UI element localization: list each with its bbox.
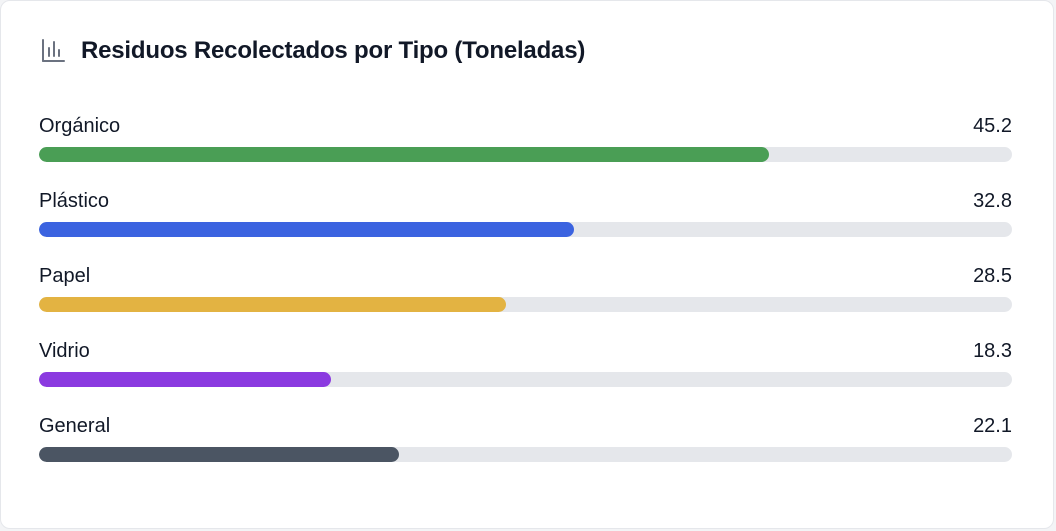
bar-fill <box>39 222 575 237</box>
category-label: Papel <box>39 265 91 287</box>
chart-title: Residuos Recolectados por Tipo (Tonelada… <box>81 37 586 64</box>
bar-row-header: Papel 28.5 <box>39 263 1012 291</box>
bar-track <box>39 372 1012 387</box>
bar-track <box>39 222 1012 237</box>
bar-row-header: General 22.1 <box>39 413 1012 441</box>
bar-track <box>39 297 1012 312</box>
card-header: Residuos Recolectados por Tipo (Tonelada… <box>39 37 585 65</box>
value-label: 22.1 <box>973 415 1012 437</box>
bar-fill <box>39 147 769 162</box>
category-label: Orgánico <box>39 115 121 137</box>
bar-chart-icon <box>42 39 65 62</box>
bar-row: Plástico 32.8 <box>39 188 1012 263</box>
bar-track <box>39 147 1012 162</box>
bar-row-header: Vidrio 18.3 <box>39 338 1012 366</box>
bar-fill <box>39 372 331 387</box>
value-label: 18.3 <box>973 340 1012 362</box>
bar-row-header: Plástico 32.8 <box>39 188 1012 216</box>
bar-track <box>39 447 1012 462</box>
bar-list: Orgánico 45.2 Plástico 32.8 Papel 28.5 Vidrio 1… <box>39 113 1012 488</box>
bar-fill <box>39 447 399 462</box>
bar-row: Vidrio 18.3 <box>39 338 1012 413</box>
bar-row: Papel 28.5 <box>39 263 1012 338</box>
category-label: Plástico <box>39 190 110 212</box>
bar-fill <box>39 297 507 312</box>
value-label: 28.5 <box>973 265 1012 287</box>
category-label: General <box>39 415 111 437</box>
bar-row-header: Orgánico 45.2 <box>39 113 1012 141</box>
bar-row: Orgánico 45.2 <box>39 113 1012 188</box>
value-label: 32.8 <box>973 190 1012 212</box>
bar-row: General 22.1 <box>39 413 1012 488</box>
category-label: Vidrio <box>39 340 90 362</box>
value-label: 45.2 <box>973 115 1012 137</box>
